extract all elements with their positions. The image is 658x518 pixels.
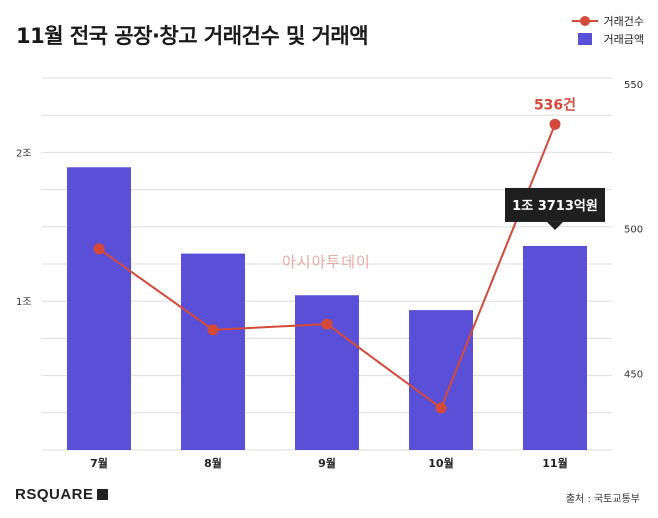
right-tick-label: 500 <box>624 225 643 236</box>
line-point <box>549 118 561 130</box>
right-tick-label: 450 <box>624 369 643 380</box>
bar <box>181 253 245 450</box>
x-tick-label: 9월 <box>318 456 336 470</box>
watermark: 아시아투데이 <box>282 253 371 271</box>
bar <box>523 245 587 450</box>
logo-mark-icon <box>96 489 108 500</box>
legend-label-amount: 거래금액 <box>603 33 644 46</box>
line-data-label: 536건 <box>534 96 576 113</box>
x-tick-label: 8월 <box>204 456 222 470</box>
right-tick-label: 550 <box>624 80 643 91</box>
chart-title: 11월 전국 공장·창고 거래건수 및 거래액 <box>16 24 369 48</box>
source-note: 출처 : 국토교통부 <box>565 494 640 505</box>
brand-logo-text: RSQUARE <box>15 486 94 503</box>
x-tick-label: 11월 <box>542 456 567 470</box>
left-tick-label: 1조 <box>16 297 32 308</box>
bar <box>409 310 473 450</box>
legend: 거래건수 거래금액 <box>571 12 644 48</box>
x-tick-label: 10월 <box>428 456 453 470</box>
line-point <box>207 324 219 336</box>
bar-data-label: 1조 3713억원 <box>512 199 598 214</box>
bar <box>67 167 131 450</box>
bar <box>295 295 359 450</box>
legend-item-count: 거래건수 <box>571 12 644 30</box>
line-swatch-icon <box>571 15 598 27</box>
callout-pointer <box>547 221 563 230</box>
legend-label-count: 거래건수 <box>603 15 644 28</box>
brand-logo: RSQUARE <box>15 486 108 503</box>
line-point <box>321 318 333 330</box>
legend-item-amount: 거래금액 <box>572 30 644 48</box>
left-tick-label: 2조 <box>16 148 32 159</box>
line-point <box>435 402 447 414</box>
line-point <box>93 243 105 255</box>
bar-swatch-icon <box>572 33 598 45</box>
callout-box <box>505 187 605 222</box>
x-tick-label: 7월 <box>90 456 108 470</box>
